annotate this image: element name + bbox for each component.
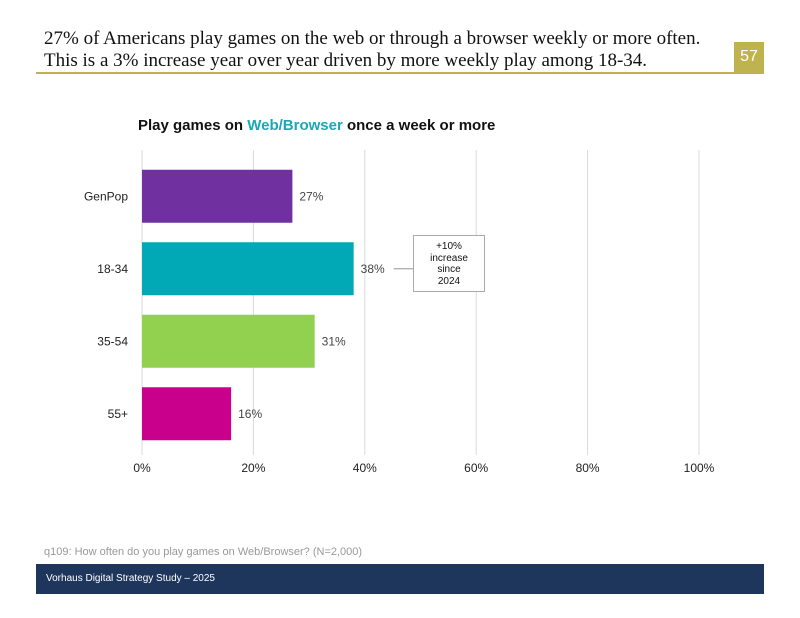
x-tick-label: 0% (133, 461, 151, 475)
annotation-callout: +10% increase since 2024 (413, 235, 485, 292)
header-rule (36, 72, 764, 74)
x-tick-label: 40% (353, 461, 377, 475)
footnote: q109: How often do you play games on Web… (44, 546, 363, 558)
x-tick-label: 100% (684, 461, 715, 475)
category-label: 35-54 (97, 334, 128, 348)
headline: 27% of Americans play games on the web o… (44, 28, 701, 71)
annotation-line: since (437, 264, 461, 275)
footer-bar: Vorhaus Digital Strategy Study – 2025 (36, 564, 764, 594)
chart-title: Play games on Web/Browser once a week or… (138, 117, 495, 134)
page-number: 57 (734, 42, 764, 72)
bar (142, 387, 232, 441)
value-label: 16% (238, 407, 262, 421)
bar (142, 169, 293, 223)
annotation-line: increase (430, 252, 468, 264)
value-label: 31% (322, 334, 346, 348)
annotation-line: 2024 (437, 275, 461, 287)
value-label: 38% (361, 262, 385, 276)
x-tick-label: 60% (464, 461, 488, 475)
category-label: 18-34 (97, 262, 128, 276)
annotation-line: +10% (436, 241, 462, 252)
x-tick-label: 80% (576, 461, 600, 475)
chart-title-suffix: once a week or more (342, 117, 496, 134)
x-tick-label: 20% (241, 461, 265, 475)
value-label: 27% (299, 189, 323, 203)
category-label: GenPop (84, 189, 128, 203)
bar (142, 242, 354, 296)
chart-title-prefix: Play games on (138, 117, 248, 134)
bar (142, 314, 315, 368)
category-label: 55+ (108, 407, 128, 421)
chart-title-highlight: Web/Browser (247, 117, 343, 134)
